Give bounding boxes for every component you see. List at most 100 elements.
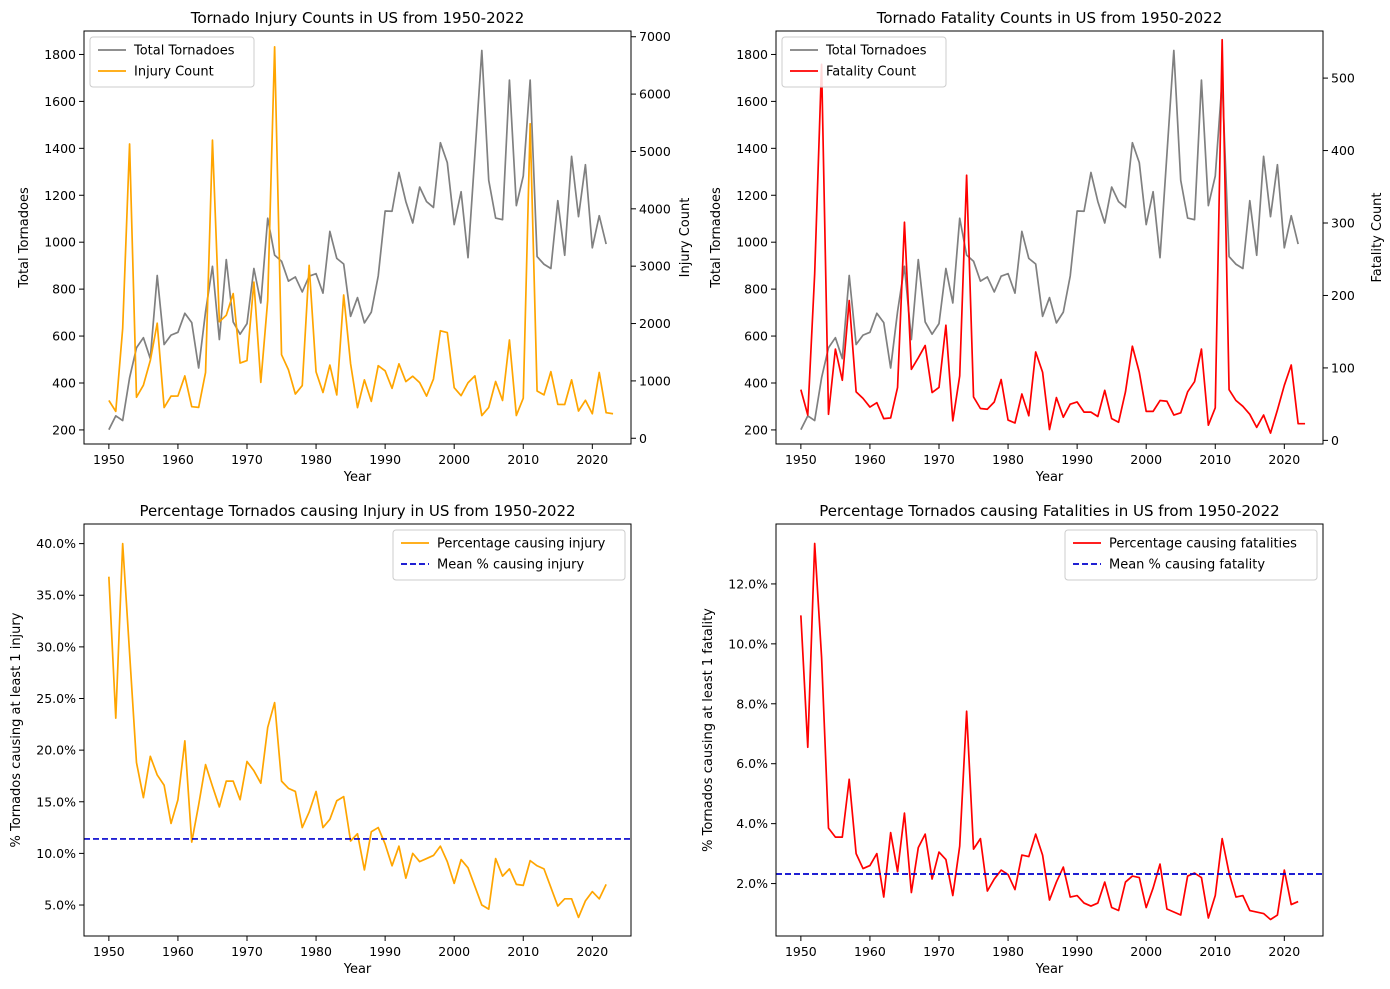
y-tick-label: 200 [52, 422, 76, 437]
y-tick-label: 1400 [736, 141, 768, 156]
x-tick-label: 1980 [992, 452, 1024, 467]
y-tick-label: 1200 [44, 188, 76, 203]
y-right-tick-label: 4000 [639, 201, 671, 216]
chart-4: Percentage Tornados causing Fatalities i… [701, 502, 1324, 977]
x-tick-label: 1980 [992, 944, 1024, 959]
y-right-tick-label: 3000 [639, 259, 671, 274]
legend-label: Total Tornadoes [825, 44, 927, 59]
legend-label: Injury Count [134, 65, 214, 80]
x-tick-label: 1950 [785, 452, 817, 467]
chart-3: Percentage Tornados causing Injury in US… [9, 502, 632, 977]
legend: Total Tornadoes Injury Count [89, 36, 255, 88]
x-axis-label: Year [1035, 470, 1064, 485]
y-tick-label: 1600 [736, 94, 768, 109]
axes-frame [775, 30, 1324, 445]
x-tick-label: 1960 [854, 452, 886, 467]
y-tick-label: 40.0% [36, 536, 76, 551]
x-tick-label: 1990 [1061, 944, 1093, 959]
legend-box [392, 529, 626, 581]
x-tick-label: 2010 [507, 944, 539, 959]
y-tick-label: 10.0% [36, 846, 76, 861]
y-tick-label: 600 [744, 329, 768, 344]
x-tick-label: 1960 [162, 452, 194, 467]
y-tick-label: 400 [744, 375, 768, 390]
legend-box [89, 36, 255, 88]
y-right-tick-label: 200 [1331, 288, 1355, 303]
chart-title: Tornado Injury Counts in US from 1950-20… [190, 9, 525, 27]
y-tick-label: 800 [52, 282, 76, 297]
x-tick-label: 2020 [576, 452, 608, 467]
y-right-tick-label: 300 [1331, 216, 1355, 231]
y-right-axis-label: Injury Count [678, 198, 693, 278]
legend-label: Fatality Count [826, 65, 916, 80]
y-right-tick-label: 400 [1331, 143, 1355, 158]
x-tick-label: 2010 [1199, 944, 1231, 959]
x-tick-label: 1970 [923, 452, 955, 467]
y-tick-label: 4.0% [736, 816, 768, 831]
y-tick-label: 1200 [736, 188, 768, 203]
y-tick-label: 600 [52, 329, 76, 344]
x-tick-label: 2000 [438, 944, 470, 959]
y-right-tick-label: 0 [1331, 433, 1339, 448]
x-tick-label: 2020 [576, 944, 608, 959]
y-tick-label: 1000 [44, 235, 76, 250]
y-right-tick-label: 500 [1331, 71, 1355, 86]
x-tick-label: 2000 [1130, 944, 1162, 959]
x-tick-label: 1970 [923, 944, 955, 959]
x-tick-label: 1970 [231, 452, 263, 467]
y-tick-label: 6.0% [736, 756, 768, 771]
chart-title: Percentage Tornados causing Injury in US… [139, 502, 575, 520]
y-right-tick-label: 1000 [639, 373, 671, 388]
chart-2: Tornado Fatality Counts in US from 1950-… [709, 9, 1385, 485]
y-tick-label: 1800 [44, 47, 76, 62]
x-tick-label: 1950 [93, 944, 125, 959]
y-tick-label: 15.0% [36, 794, 76, 809]
chart-title: Tornado Fatality Counts in US from 1950-… [876, 9, 1223, 27]
axes-frame [83, 523, 632, 937]
x-tick-label: 2000 [1130, 452, 1162, 467]
x-tick-label: 1980 [300, 452, 332, 467]
y-right-tick-label: 100 [1331, 360, 1355, 375]
x-tick-label: 2020 [1268, 452, 1300, 467]
y-axis-label: Total Tornadoes [709, 187, 724, 289]
y-right-tick-label: 6000 [639, 87, 671, 102]
x-axis-label: Year [343, 470, 372, 485]
series-line-1 [108, 49, 607, 431]
x-tick-label: 2010 [507, 452, 539, 467]
y-tick-label: 2.0% [736, 876, 768, 891]
y-axis-label: % Tornados causing at least 1 fatality [701, 608, 716, 852]
y-right-tick-label: 0 [639, 431, 647, 446]
x-tick-label: 2010 [1199, 452, 1231, 467]
y-tick-label: 35.0% [36, 588, 76, 603]
legend: Total Tornadoes Fatality Count [781, 36, 947, 88]
series-line-2 [108, 45, 614, 417]
y-axis-label: % Tornados causing at least 1 injury [9, 612, 24, 847]
legend-box [781, 36, 947, 88]
y-right-tick-label: 7000 [639, 29, 671, 44]
y-axis-label: Total Tornadoes [17, 187, 32, 289]
x-tick-label: 1980 [300, 944, 332, 959]
y-tick-label: 200 [744, 422, 768, 437]
chart-1: Tornado Injury Counts in US from 1950-20… [17, 9, 693, 485]
y-right-tick-label: 2000 [639, 316, 671, 331]
x-tick-label: 1960 [162, 944, 194, 959]
series-line-1 [108, 542, 607, 919]
axes-frame [83, 30, 632, 445]
legend-label: Total Tornadoes [133, 44, 235, 59]
y-tick-label: 30.0% [36, 639, 76, 654]
legend-label: Mean % causing fatality [1109, 558, 1265, 573]
x-tick-label: 1990 [369, 452, 401, 467]
y-tick-label: 8.0% [736, 696, 768, 711]
x-tick-label: 1950 [785, 944, 817, 959]
x-tick-label: 1990 [369, 944, 401, 959]
series-line-2 [800, 38, 1306, 434]
y-tick-label: 5.0% [44, 898, 76, 913]
y-tick-label: 800 [744, 282, 768, 297]
series-line-1 [800, 542, 1299, 921]
x-tick-label: 1990 [1061, 452, 1093, 467]
y-tick-label: 1400 [44, 141, 76, 156]
x-tick-label: 2000 [438, 452, 470, 467]
axes-frame [775, 523, 1324, 937]
series-line-1 [800, 49, 1299, 431]
